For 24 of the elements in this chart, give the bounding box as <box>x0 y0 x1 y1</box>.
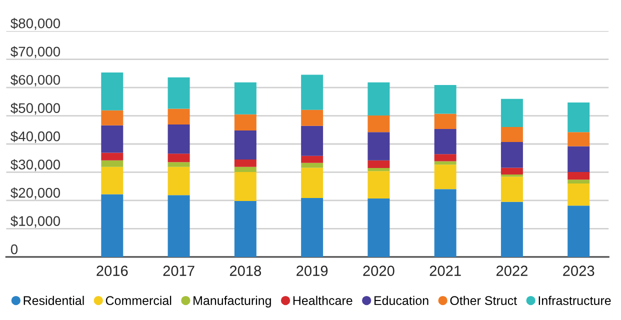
x-tick-label: 2022 <box>496 266 528 276</box>
x-tick-label: 2021 <box>430 266 461 276</box>
y-tick-label: $80,000 <box>10 18 60 30</box>
y-tick-label: $30,000 <box>10 159 60 172</box>
y-tick-label: $20,000 <box>10 187 60 200</box>
y-tick-label: $50,000 <box>10 102 60 115</box>
legend-label: Education <box>374 296 428 306</box>
x-tick-label: 2018 <box>230 266 262 276</box>
legend-label: Commercial <box>106 296 172 306</box>
x-tick-label: 2017 <box>163 266 194 276</box>
x-tick-label: 2020 <box>363 266 394 276</box>
x-tick-label: 2019 <box>296 266 328 276</box>
legend-label: Manufacturing <box>194 296 271 308</box>
x-tick-label: 2023 <box>563 266 594 276</box>
x-tick-label: 2016 <box>96 266 128 276</box>
y-tick-label: 0 <box>10 244 18 254</box>
y-tick-label: $60,000 <box>10 74 60 86</box>
y-tick-label: $10,000 <box>10 216 60 228</box>
legend-label: Residential <box>24 296 84 306</box>
legend-label: Other Struct <box>450 296 517 306</box>
y-tick-label: $40,000 <box>10 130 60 143</box>
legend-label: Infrastructure <box>538 296 611 306</box>
legend-label: Healthcare <box>293 296 352 306</box>
y-tick-label: $70,000 <box>10 46 60 58</box>
